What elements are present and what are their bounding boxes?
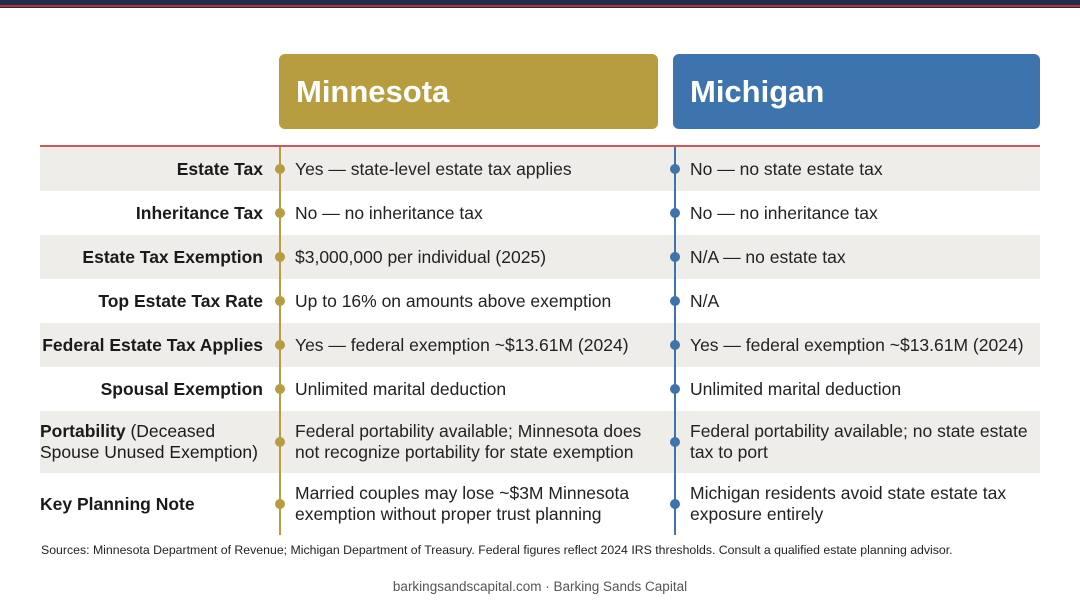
table-row-portability: Portability (Deceased Spouse Unused Exem… <box>40 411 1040 473</box>
michigan-row-marker <box>670 499 680 509</box>
minnesota-row-marker <box>275 499 285 509</box>
minnesota-cell: Married couples may lose ~$3M Minnesota … <box>295 483 630 524</box>
minnesota-row-marker <box>275 340 285 350</box>
row-label: Portability (Deceased Spouse Unused Exem… <box>40 411 263 473</box>
row-label: Federal Estate Tax Applies <box>42 334 263 355</box>
minnesota-cell: Unlimited marital deduction <box>295 378 507 399</box>
minnesota-cell: $3,000,000 per individual (2025) <box>295 246 547 267</box>
comparison-table: Estate Tax Yes — state-level estate tax … <box>40 147 1040 535</box>
minnesota-row-marker <box>275 437 285 447</box>
minnesota-row-marker <box>275 164 285 174</box>
michigan-row-marker <box>670 208 680 218</box>
row-label: Key Planning Note <box>40 493 195 514</box>
table-row-federal-estate-tax: Federal Estate Tax Applies Yes — federal… <box>40 323 1040 367</box>
michigan-cell: No — no inheritance tax <box>690 202 878 223</box>
sources-note: Sources: Minnesota Department of Revenue… <box>41 543 953 557</box>
minnesota-cell: Yes — federal exemption ~$13.61M (2024) <box>295 334 629 355</box>
michigan-cell: Unlimited marital deduction <box>690 378 902 399</box>
minnesota-cell: Yes — state-level estate tax applies <box>295 158 572 179</box>
michigan-row-marker <box>670 252 680 262</box>
michigan-header: Michigan <box>673 54 1040 129</box>
minnesota-row-marker <box>275 384 285 394</box>
michigan-row-marker <box>670 340 680 350</box>
row-label: Spousal Exemption <box>100 378 263 399</box>
michigan-row-marker <box>670 296 680 306</box>
top-accent-stripe <box>0 5 1080 7</box>
michigan-cell: Michigan residents avoid state estate ta… <box>690 483 1007 524</box>
row-label: Inheritance Tax <box>135 202 263 223</box>
minnesota-cell: Up to 16% on amounts above exemption <box>295 290 612 311</box>
michigan-cell: Federal portability available; no state … <box>690 421 1028 462</box>
michigan-row-marker <box>670 384 680 394</box>
row-label-suffix: (Deceased Spouse Unused Exemption) <box>40 421 258 462</box>
michigan-cell: N/A <box>690 290 720 311</box>
table-row-key-planning-note: Key Planning Note Married couples may lo… <box>40 473 1040 535</box>
michigan-cell: Yes — federal exemption ~$13.61M (2024) <box>690 334 1024 355</box>
row-label: Estate Tax <box>176 158 263 179</box>
michigan-row-marker <box>670 164 680 174</box>
minnesota-header: Minnesota <box>279 54 658 129</box>
table-row-estate-tax-exemption: Estate Tax Exemption $3,000,000 per indi… <box>40 235 1040 279</box>
table-row-inheritance-tax: Inheritance Tax No — no inheritance tax … <box>40 191 1040 235</box>
michigan-row-marker <box>670 437 680 447</box>
row-label: Top Estate Tax Rate <box>98 290 263 311</box>
row-label: Estate Tax Exemption <box>82 246 263 267</box>
minnesota-cell: No — no inheritance tax <box>295 202 483 223</box>
footer-credit: barkingsandscapital.com · Barking Sands … <box>392 579 688 594</box>
minnesota-row-marker <box>275 252 285 262</box>
michigan-cell: No — no state estate tax <box>690 158 883 179</box>
table-row-top-estate-tax-rate: Top Estate Tax Rate Up to 16% on amounts… <box>40 279 1040 323</box>
minnesota-cell: Federal portability available; Minnesota… <box>295 421 642 462</box>
minnesota-row-marker <box>275 296 285 306</box>
row-label-main: Portability <box>40 421 126 441</box>
minnesota-row-marker <box>275 208 285 218</box>
top-accent-bar <box>0 0 1080 8</box>
table-row-spousal-exemption: Spousal Exemption Unlimited marital dedu… <box>40 367 1040 411</box>
table-top-rule <box>40 145 1040 147</box>
michigan-cell: N/A — no estate tax <box>690 246 846 267</box>
table-row-estate-tax: Estate Tax Yes — state-level estate tax … <box>40 147 1040 191</box>
